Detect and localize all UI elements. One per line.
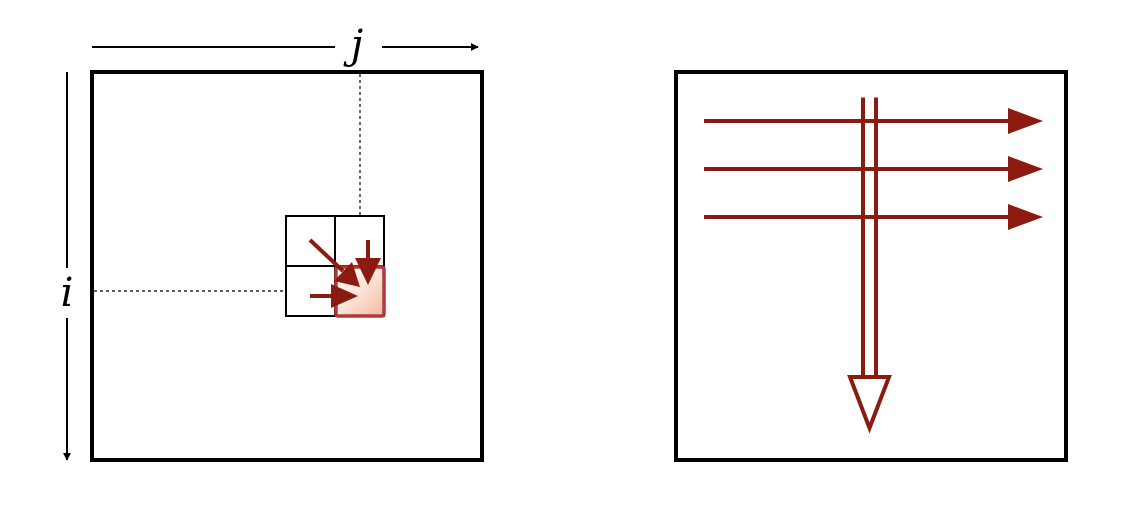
column-sweep-overlay [861, 108, 878, 232]
top-dependency-arrow [355, 240, 381, 285]
left-panel [90, 70, 484, 462]
diagonal-dependency-arrow [308, 238, 360, 287]
right-panel [674, 70, 1068, 462]
dependency-arrows [308, 238, 381, 308]
row-sweep-arrow-1 [704, 108, 1043, 134]
i-axis: i [61, 72, 74, 461]
left-dependency-arrow [310, 284, 358, 308]
row-sweep-arrow-2 [704, 156, 1043, 182]
j-axis-label: j [343, 22, 363, 68]
j-axis: j [92, 22, 479, 68]
i-axis-label: i [61, 270, 74, 316]
row-sweep-arrow-3 [704, 204, 1043, 230]
